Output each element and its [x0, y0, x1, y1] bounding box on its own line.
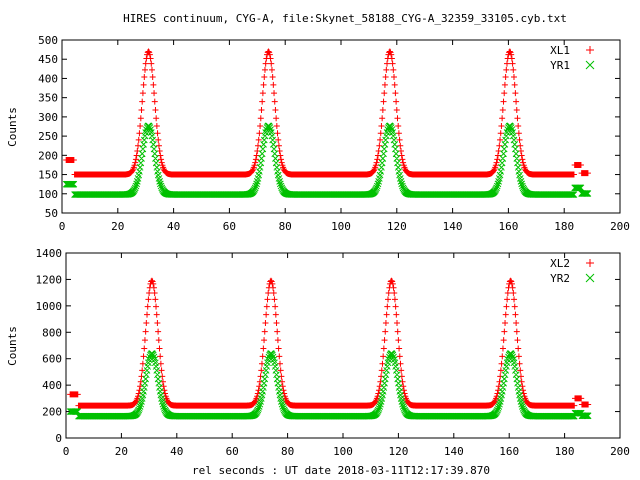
x-tick-label: 160: [499, 445, 519, 458]
x-tick-label: 0: [63, 445, 70, 458]
y-tick-label: 50: [45, 207, 58, 220]
x-axis-label: rel seconds : UT date 2018-03-11T12:17:3…: [192, 464, 490, 477]
x-tick-label: 140: [444, 445, 464, 458]
legend-label-yr1: YR1: [550, 59, 570, 72]
legend-marker-xl2: [586, 259, 594, 267]
x-tick-label: 80: [281, 445, 294, 458]
y-tick-label: 200: [42, 406, 62, 419]
y-tick-label: 1000: [36, 300, 63, 313]
x-tick-label: 40: [170, 445, 183, 458]
legend-label-xl2: XL2: [550, 257, 570, 270]
x-tick-label: 20: [115, 445, 128, 458]
y-tick-label: 350: [38, 92, 58, 105]
y-tick-label: 100: [38, 188, 58, 201]
chart-panel-top: Counts 0 20 40 60 80 100 120 140 160 180 200 50 100 15…: [6, 34, 630, 233]
legend-marker-yr1: [585, 60, 595, 70]
legend-label-yr2: YR2: [550, 272, 570, 285]
y-axis-label: Counts: [6, 326, 19, 366]
x-tick-label: 200: [610, 220, 630, 233]
x-tick-label: 20: [111, 220, 124, 233]
y-axis-label: Counts: [6, 107, 19, 147]
x-tick-label: 180: [555, 445, 575, 458]
series-yr1: [62, 122, 592, 198]
x-tick-label: 60: [226, 445, 239, 458]
x-tick-label: 80: [279, 220, 292, 233]
y-tick-label: 150: [38, 169, 58, 182]
series-markers-xl1: [63, 48, 591, 178]
x-tick-label: 100: [331, 220, 351, 233]
y-tick-label: 400: [42, 379, 62, 392]
plot-frame: [65, 252, 621, 439]
y-tick-label: 800: [42, 326, 62, 339]
chart-panel-bottom: Counts 0 20 40 60 80 100 120 140 160 180 200 0 200 400…: [6, 247, 630, 458]
y-tick-label: 200: [38, 149, 58, 162]
x-tick-label: 0: [59, 220, 66, 233]
x-tick-label: 180: [554, 220, 574, 233]
y-tick-label: 250: [38, 130, 58, 143]
x-tick-label: 120: [387, 220, 407, 233]
y-tick-label: 1200: [36, 273, 63, 286]
y-tick-label: 1400: [36, 247, 63, 260]
chart-title: HIRES continuum, CYG-A, file:Skynet_5818…: [123, 12, 567, 25]
series-markers-yr1: [62, 122, 592, 198]
series-markers-yr2: [66, 350, 592, 420]
x-tick-label: 140: [443, 220, 463, 233]
series-markers-xl2: [67, 277, 592, 409]
x-tick-label: 200: [610, 445, 630, 458]
x-tick-label: 40: [167, 220, 180, 233]
y-tick-label: 0: [55, 432, 62, 445]
legend-marker-yr2: [585, 273, 595, 283]
x-tick-label: 60: [223, 220, 236, 233]
y-tick-label: 600: [42, 353, 62, 366]
legend-label-xl1: XL1: [550, 44, 570, 57]
series-xl2: [67, 277, 592, 409]
legend-marker-xl1: [586, 46, 594, 54]
plot-frame: [61, 39, 621, 214]
y-tick-label: 450: [38, 53, 58, 66]
series-xl1: [63, 48, 591, 178]
x-tick-label: 100: [333, 445, 353, 458]
y-tick-label: 400: [38, 72, 58, 85]
series-yr2: [66, 350, 592, 420]
y-tick-label: 500: [38, 34, 58, 47]
y-tick-label: 300: [38, 111, 58, 124]
x-tick-label: 120: [388, 445, 408, 458]
x-tick-label: 160: [498, 220, 518, 233]
